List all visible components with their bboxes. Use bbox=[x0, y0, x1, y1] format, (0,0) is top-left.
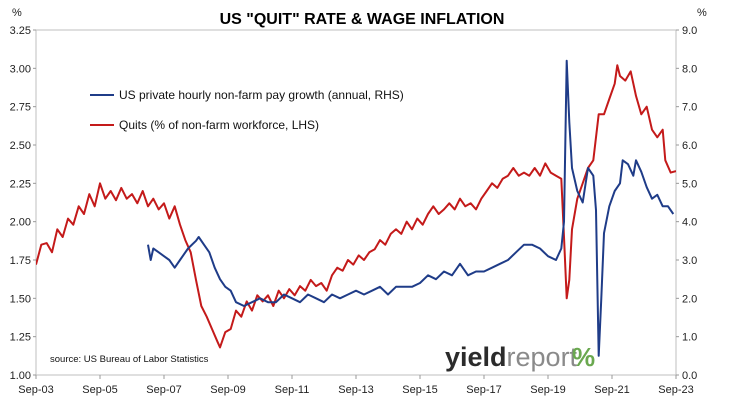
logo-part-yield: yield bbox=[445, 342, 507, 372]
logo-text: yieldreport bbox=[445, 342, 578, 372]
left-tick-label: 2.75 bbox=[10, 102, 31, 114]
right-tick-label: 7.0 bbox=[682, 102, 697, 114]
left-tick-label: 2.25 bbox=[10, 178, 31, 190]
legend-label-wage-growth: US private hourly non-farm pay growth (a… bbox=[119, 88, 404, 102]
legend-label-quits: Quits (% of non-farm workforce, LHS) bbox=[119, 118, 319, 132]
x-tick-label: Sep-03 bbox=[18, 384, 53, 396]
left-tick-label: 3.25 bbox=[10, 25, 31, 37]
x-tick-label: Sep-23 bbox=[658, 384, 693, 396]
right-tick-label: 9.0 bbox=[682, 25, 697, 37]
right-axis-unit: % bbox=[697, 7, 707, 19]
series-line-quits bbox=[36, 64, 676, 349]
left-axis-unit: % bbox=[12, 7, 22, 19]
left-tick-label: 2.50 bbox=[10, 140, 31, 152]
left-axis: 1.00 1.25 1.50 1.75 2.00 2.25 2.50 2.75 3.00 3.25 bbox=[10, 25, 36, 382]
x-tick-label: Sep-05 bbox=[82, 384, 117, 396]
x-tick-label: Sep-07 bbox=[146, 384, 181, 396]
x-tick-label: Sep-21 bbox=[594, 384, 629, 396]
right-tick-label: 1.0 bbox=[682, 332, 697, 344]
right-tick-label: 6.0 bbox=[682, 140, 697, 152]
x-axis: Sep-03 Sep-05 Sep-07 Sep-09 Sep-11 Sep-13 Sep-… bbox=[18, 375, 694, 396]
logo-percent-icon: % bbox=[572, 342, 595, 372]
logo-part-report: report bbox=[507, 342, 578, 372]
x-tick-label: Sep-17 bbox=[466, 384, 501, 396]
left-tick-label: 1.50 bbox=[10, 293, 31, 305]
x-tick-label: Sep-19 bbox=[530, 384, 565, 396]
x-tick-label: Sep-13 bbox=[338, 384, 373, 396]
right-tick-label: 2.0 bbox=[682, 293, 697, 305]
left-tick-label: 1.25 bbox=[10, 332, 31, 344]
right-tick-label: 3.0 bbox=[682, 255, 697, 267]
left-tick-label: 2.00 bbox=[10, 217, 31, 229]
plot-area bbox=[35, 29, 677, 376]
series-line-wage-growth bbox=[147, 59, 675, 357]
right-tick-label: 8.0 bbox=[682, 63, 697, 75]
right-axis: 0.0 1.0 2.0 3.0 4.0 5.0 6.0 7.0 8.0 9.0 bbox=[676, 25, 697, 382]
source-note: source: US Bureau of Labor Statistics bbox=[50, 354, 209, 365]
x-tick-label: Sep-11 bbox=[275, 384, 310, 396]
x-tick-label: Sep-09 bbox=[210, 384, 245, 396]
left-tick-label: 3.00 bbox=[10, 63, 31, 75]
x-tick-label: Sep-15 bbox=[402, 384, 437, 396]
right-tick-label: 0.0 bbox=[682, 370, 697, 382]
left-tick-label: 1.75 bbox=[10, 255, 31, 267]
right-tick-label: 5.0 bbox=[682, 178, 697, 190]
yieldreport-logo: yieldreport % bbox=[445, 342, 595, 372]
series-layer bbox=[36, 59, 676, 357]
legend: US private hourly non-farm pay growth (a… bbox=[90, 88, 404, 132]
right-tick-label: 4.0 bbox=[682, 217, 697, 229]
chart-title: US "QUIT" RATE & WAGE INFLATION bbox=[220, 11, 505, 28]
left-tick-label: 1.00 bbox=[10, 370, 31, 382]
